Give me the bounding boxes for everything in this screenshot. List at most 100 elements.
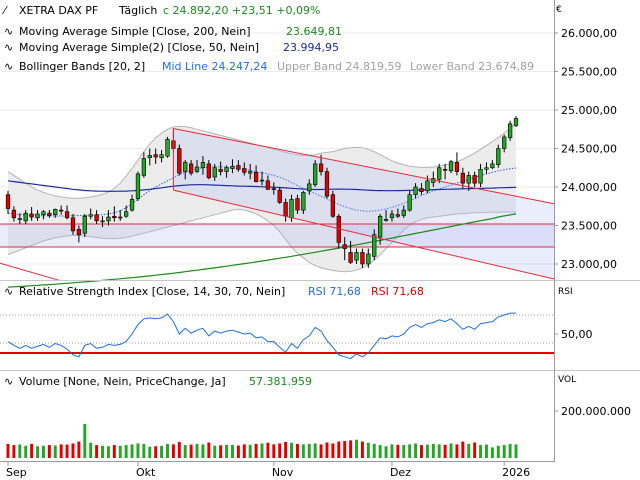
volume-bar: [484, 444, 488, 458]
volume-bar: [378, 445, 382, 458]
candle: [153, 148, 158, 164]
volume-bar: [101, 445, 104, 458]
candle-body: [360, 252, 365, 265]
currency-label: €: [556, 5, 562, 15]
volume-bar: [189, 444, 193, 458]
candle-body: [372, 234, 377, 257]
volume-bar: [53, 445, 57, 458]
volume-bar: [278, 443, 282, 458]
candle-body: [200, 162, 206, 169]
volume-bar: [325, 442, 329, 458]
candle: [472, 171, 477, 187]
candle-body: [242, 168, 247, 173]
volume-axis-ticks: 200.000.000: [554, 405, 631, 418]
volume-bar: [290, 442, 294, 458]
candle: [354, 248, 359, 264]
volume-bar: [89, 442, 93, 458]
price-tick-label: 24.000,00: [561, 181, 617, 194]
volume-bar: [160, 445, 164, 458]
candle: [11, 206, 17, 222]
candle: [147, 148, 152, 166]
volume-bar: [372, 443, 376, 458]
candle-body: [383, 219, 389, 221]
candle-body: [442, 168, 448, 171]
candle-body: [354, 252, 359, 261]
candle-body: [460, 172, 465, 184]
volume-bar: [201, 444, 205, 458]
candle: [442, 163, 448, 180]
candle-body: [64, 211, 70, 219]
candle-body: [141, 158, 146, 176]
volume-bar: [331, 443, 335, 458]
candle: [124, 205, 129, 218]
candle: [230, 159, 235, 174]
candle-body: [378, 215, 383, 238]
volume-bar: [490, 447, 494, 458]
volume-bar: [461, 441, 465, 458]
candle: [118, 210, 123, 221]
candle: [401, 205, 406, 218]
price-tick-label: 26.000,00: [561, 27, 617, 40]
candle: [348, 240, 353, 264]
volume-value: 57.381.959: [249, 375, 312, 388]
volume-bar: [443, 444, 447, 458]
candle-body: [454, 162, 460, 172]
candle: [502, 134, 507, 153]
volume-bar: [219, 445, 223, 458]
candle-body: [330, 194, 336, 217]
candle-body: [165, 138, 170, 157]
candle: [277, 187, 282, 204]
volume-bar: [455, 444, 459, 458]
candle-body: [283, 202, 288, 217]
candle: [212, 163, 217, 181]
candle-body: [82, 215, 87, 234]
volume-bar: [166, 443, 169, 458]
candle: [513, 116, 519, 127]
volume-bar: [30, 443, 34, 458]
volume-bar: [106, 446, 110, 458]
candle: [395, 208, 400, 218]
volume-bar: [408, 444, 412, 458]
bb-lower-value: Lower Band 23.674,89: [410, 60, 534, 73]
candle-body: [484, 167, 489, 170]
candle: [183, 160, 188, 180]
candle-body: [271, 188, 276, 190]
candle-body: [425, 180, 430, 192]
candle-body: [188, 163, 194, 174]
price-panel: 23.000,00 23.500,00 24.000,00 24.500,00 25.0…: [0, 5, 617, 288]
volume-bar: [396, 444, 400, 458]
candle: [313, 160, 318, 187]
volume-panel: ∿ Volume [None, Nein, PriceChange, Ja] 5…: [0, 370, 640, 458]
volume-bar: [112, 445, 116, 458]
quote-label: c 24.892,20 +23,51 +0,09%: [163, 4, 320, 17]
candle-body: [41, 211, 46, 216]
trend-channel-lower-line: [173, 189, 555, 280]
candle: [64, 205, 70, 220]
candle: [17, 213, 22, 224]
candle-body: [472, 175, 477, 184]
price-tick-label: 23.500,00: [561, 220, 617, 233]
candle-body: [496, 148, 501, 165]
candle-body: [277, 189, 282, 203]
candle: [448, 160, 454, 174]
volume-bar: [496, 445, 500, 458]
candle: [248, 163, 253, 180]
instrument-name: XETRA DAX PF: [19, 4, 98, 17]
candle: [454, 152, 460, 176]
candle-body: [94, 214, 99, 222]
volume-bar: [136, 443, 140, 458]
candle-body: [230, 165, 235, 169]
candle: [259, 171, 265, 186]
candle-body: [177, 148, 182, 174]
candle: [437, 163, 442, 184]
ma200-value: 23.649,81: [286, 25, 342, 38]
candle-body: [395, 214, 400, 217]
candle: [224, 165, 229, 178]
candle: [484, 162, 489, 174]
volume-bar: [449, 443, 453, 458]
candle: [23, 210, 28, 224]
candle-body: [76, 229, 82, 236]
volume-bar: [343, 441, 347, 458]
candle: [496, 144, 501, 168]
